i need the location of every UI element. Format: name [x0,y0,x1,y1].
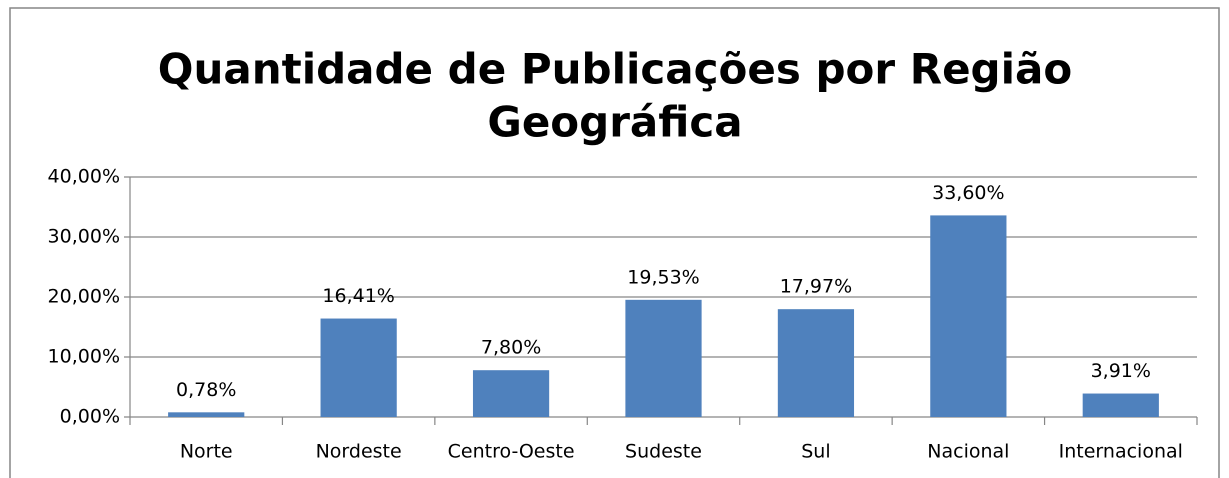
data-label: 16,41% [322,285,394,307]
x-tick-label: Centro-Oeste [448,441,575,463]
data-label: 3,91% [1091,360,1151,382]
x-tick-label: Internacional [1059,441,1183,463]
x-tick-label: Sul [801,441,830,463]
bar [930,215,1007,417]
y-tick-label: 30,00% [48,226,120,248]
bar [625,299,702,417]
data-label: 17,97% [780,276,852,298]
data-label: 19,53% [627,266,699,288]
bar [1082,393,1159,417]
chart-frame [9,7,1220,478]
chart-title: Geográfica [487,98,742,147]
y-tick-label: 0,00% [60,406,120,428]
bar [320,318,397,417]
x-tick-label: Nordeste [316,441,402,463]
x-tick-label: Norte [180,441,233,463]
x-tick-label: Nacional [927,441,1009,463]
bar [777,309,855,417]
data-label: 7,80% [481,337,541,359]
bar [168,412,245,417]
y-tick-label: 10,00% [48,346,120,368]
y-tick-label: 40,00% [48,166,120,188]
bar [472,370,550,417]
x-tick-label: Sudeste [625,441,702,463]
data-label: 0,78% [176,379,236,401]
chart-title: Quantidade de Publicações por Região [158,45,1072,94]
y-tick-label: 20,00% [48,286,120,308]
data-label: 33,60% [932,182,1004,204]
